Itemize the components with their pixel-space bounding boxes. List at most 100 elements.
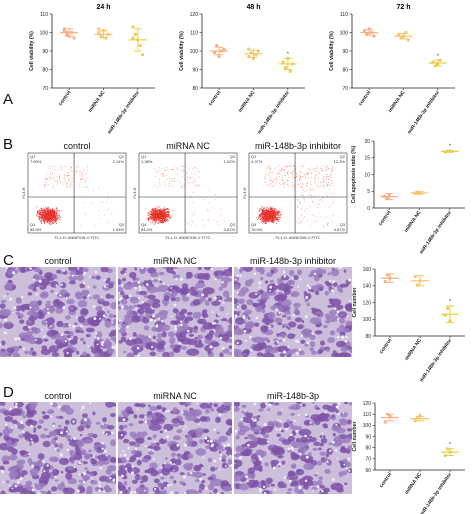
flow-event	[326, 224, 328, 226]
flow-event	[309, 205, 311, 207]
y-tick-label: 15	[364, 156, 370, 162]
flow-event	[259, 208, 261, 210]
stained-cell	[77, 425, 85, 432]
flow-event	[51, 217, 52, 219]
membrane-pore	[255, 293, 258, 296]
flow-event	[192, 202, 194, 204]
x-tick-label: miR-148b-3p inhibitor	[419, 472, 453, 514]
stained-cell	[50, 289, 54, 294]
x-tick-label: miR-148b-3p inhibitor	[419, 210, 453, 256]
stained-cell	[189, 290, 199, 296]
flow-event	[160, 220, 162, 222]
flow-event	[306, 171, 308, 173]
flow-event	[43, 211, 45, 213]
flow-event	[59, 219, 61, 221]
flow-event	[46, 218, 48, 220]
stained-cell	[74, 445, 80, 452]
flow-event	[331, 170, 333, 172]
membrane-pore	[75, 316, 78, 319]
flow-event	[191, 221, 193, 223]
flow-event	[45, 210, 47, 212]
flow-event	[268, 215, 269, 217]
flow-event	[47, 220, 49, 222]
chart-title: 48 h	[246, 4, 260, 11]
stained-cell	[118, 415, 122, 418]
flow-event	[329, 183, 331, 185]
stained-cell	[181, 283, 189, 290]
flow-event	[44, 216, 46, 218]
flow-event	[163, 216, 165, 218]
stained-cell	[346, 419, 352, 425]
stained-cell	[80, 433, 83, 437]
stained-cell	[122, 267, 128, 271]
flow-event	[154, 210, 156, 212]
stained-cell	[107, 424, 115, 430]
stained-cell	[68, 275, 78, 281]
flow-x-axis-label: FL1-H: ANNEXIN-V FITC	[276, 235, 321, 240]
stained-cell	[74, 322, 78, 326]
flow-event	[52, 219, 54, 221]
flow-event	[170, 169, 172, 170]
stained-cell	[11, 448, 18, 456]
stained-cell	[110, 412, 116, 418]
flow-event	[277, 210, 279, 212]
membrane-pore	[60, 333, 64, 337]
stained-cell	[213, 403, 219, 408]
membrane-pore	[54, 448, 57, 451]
flow-event	[287, 173, 288, 175]
stained-cell	[8, 486, 20, 493]
flow-event	[163, 215, 165, 217]
stained-cell	[77, 315, 86, 324]
flow-event	[275, 223, 277, 225]
flow-event	[261, 213, 263, 215]
membrane-pore	[76, 489, 80, 493]
stained-cell	[297, 325, 304, 330]
data-point	[291, 62, 295, 66]
stained-cell	[118, 278, 122, 286]
y-tick-label: 120	[190, 12, 199, 18]
flow-event	[269, 221, 271, 223]
membrane-pore	[93, 455, 96, 458]
stained-cell	[195, 282, 206, 289]
flow-event	[166, 219, 168, 220]
stained-cell	[99, 298, 105, 302]
y-tick-label: 120	[363, 300, 372, 306]
flow-event	[284, 166, 285, 168]
stained-cell	[256, 438, 269, 446]
stained-cell	[0, 348, 6, 352]
flow-event	[56, 212, 57, 214]
stained-cell	[228, 345, 232, 350]
flow-event	[36, 206, 38, 208]
stained-cell	[159, 430, 164, 434]
flow-event	[60, 168, 62, 170]
flow-event	[49, 221, 51, 223]
flow-event	[159, 209, 161, 211]
stained-cell	[157, 484, 161, 488]
x-tick-label: miR-148b-3p inhibitor	[407, 90, 441, 136]
stained-cell	[262, 433, 270, 438]
stained-cell	[46, 435, 51, 438]
data-point	[417, 191, 422, 195]
membrane-pore	[304, 315, 308, 319]
membrane-pore	[68, 338, 71, 341]
stained-cell	[172, 273, 180, 280]
flow-event	[264, 219, 266, 221]
stained-cell	[173, 480, 177, 484]
flow-event	[63, 173, 65, 175]
flow-event	[40, 222, 42, 224]
flow-event	[308, 173, 310, 175]
membrane-pore	[62, 306, 66, 309]
y-tick-label: 100	[190, 49, 199, 55]
flow-event	[266, 216, 268, 218]
flow-event	[197, 184, 199, 186]
flow-event	[44, 221, 46, 223]
membrane-pore	[173, 469, 175, 472]
stained-cell	[136, 459, 142, 466]
membrane-pore	[247, 443, 250, 447]
membrane-pore	[152, 314, 156, 318]
flow-event	[299, 172, 301, 174]
flow-event	[330, 168, 332, 169]
stained-cell	[302, 475, 314, 482]
quadrant-q2-label: Q2	[119, 154, 125, 159]
flow-event	[274, 168, 276, 169]
